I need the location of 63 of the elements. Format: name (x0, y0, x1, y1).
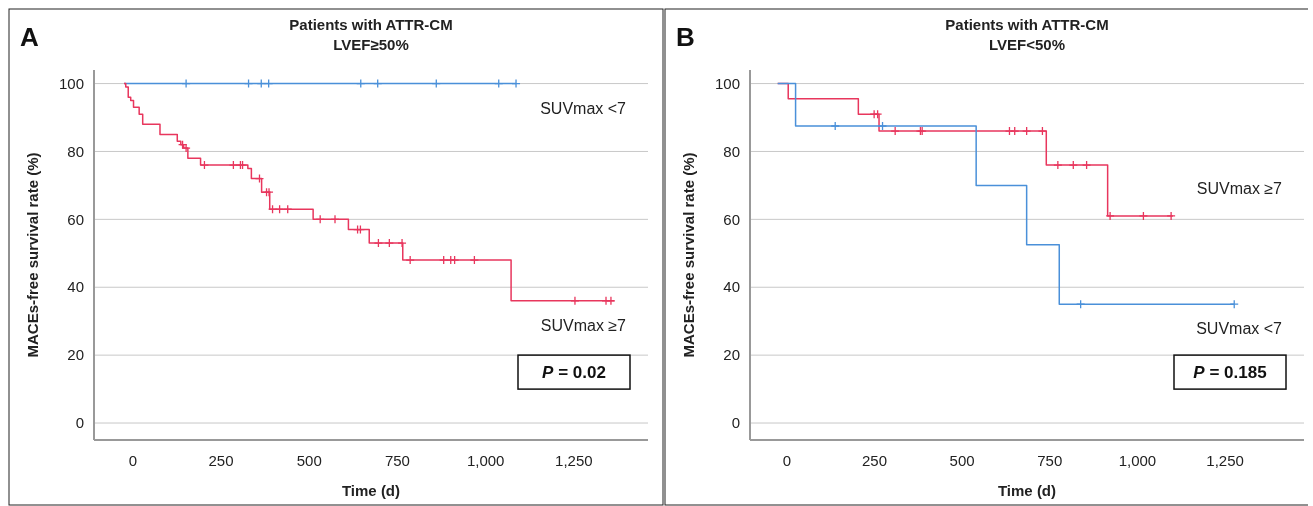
point (830, 121, 840, 131)
text: B (676, 22, 695, 52)
point (570, 296, 580, 306)
point (1081, 160, 1092, 170)
point (606, 296, 616, 306)
point (1010, 126, 1020, 136)
point (1105, 211, 1115, 221)
point (373, 238, 384, 248)
x-tick-label: 1,000 (1118, 452, 1157, 469)
point (1068, 160, 1078, 170)
x-tick-label: 0 (128, 452, 137, 469)
y-tick-label: 80 (67, 142, 84, 160)
y-tick-label: 40 (723, 278, 740, 296)
y-tick-label: 80 (723, 142, 740, 160)
x-tick-label: 1,250 (555, 452, 593, 469)
y-tick-label: 20 (67, 346, 84, 364)
y-tick-label: 0 (731, 414, 740, 432)
x-axis-title: Time (d) (341, 482, 401, 499)
y-tick-label: 20 (723, 346, 740, 364)
point (877, 121, 888, 131)
series-label: SUVmax <7 (540, 99, 627, 117)
x-tick-label: 1,000 (466, 452, 505, 469)
chart-title: Patients with ATTR-CM LVEF≥50% (289, 16, 453, 53)
x-tick-label: 750 (1037, 452, 1063, 469)
point (1138, 211, 1149, 221)
point (1053, 160, 1063, 170)
y-tick-label: 60 (723, 210, 740, 228)
x-tick-label: 250 (208, 452, 234, 469)
annotation: P = 0.02 (542, 363, 606, 383)
point (469, 255, 480, 265)
point (1022, 126, 1032, 136)
x-tick-label: 0 (782, 452, 791, 469)
y-tick-label: 100 (58, 74, 84, 92)
x-tick-label: 250 (861, 452, 887, 469)
y-axis-title: MACEs-free survival rate (%) (680, 152, 697, 358)
x-tick-label: 500 (949, 452, 975, 469)
annotation: P = 0.185 (1193, 363, 1267, 383)
point (890, 126, 900, 136)
point (511, 78, 521, 89)
point (199, 160, 210, 170)
series-label: SUVmax <7 (1196, 320, 1283, 338)
chart-title: Patients with ATTR-CM LVEF<50% (945, 16, 1109, 53)
series-label: SUVmax ≥7 (540, 316, 627, 334)
x-tick-label: 750 (384, 452, 410, 469)
point (384, 238, 394, 248)
y-tick-label: 0 (75, 414, 84, 432)
y-tick-label: 60 (67, 210, 84, 228)
point (181, 78, 191, 89)
y-tick-label: 100 (714, 74, 740, 92)
point (1166, 211, 1176, 221)
point (1037, 126, 1048, 136)
point (439, 255, 449, 265)
text: A (20, 22, 39, 52)
point (330, 214, 340, 225)
point (397, 238, 407, 248)
x-axis-title: Time (d) (997, 482, 1057, 499)
point (181, 143, 191, 153)
series-label: SUVmax ≥7 (1196, 179, 1283, 197)
x-tick-label: 500 (296, 452, 322, 469)
y-tick-label: 40 (67, 278, 84, 296)
y-axis-title: MACEs-free survival rate (%) (24, 152, 41, 358)
x-tick-label: 1,250 (1206, 452, 1244, 469)
point (405, 255, 415, 265)
